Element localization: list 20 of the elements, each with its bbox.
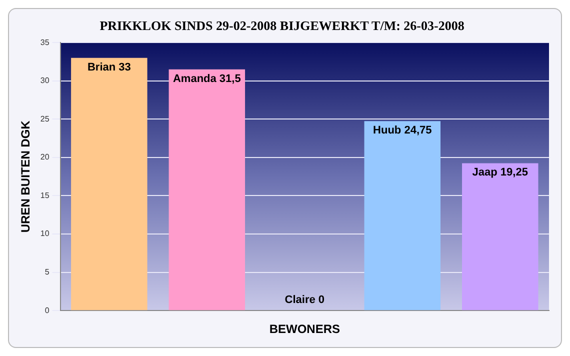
- chart-title: PRIKKLOK SINDS 29-02-2008 BIJGEWERKT T/M: 26-03-2008: [100, 18, 465, 34]
- y-tick-label: 30: [40, 76, 50, 86]
- bar: [71, 58, 148, 310]
- y-axis-title: UREN BUITEN DGK: [18, 120, 33, 233]
- y-tick-label: 25: [40, 114, 50, 124]
- x-axis-title: BEWONERS: [269, 322, 340, 336]
- data-label: Brian 33: [87, 61, 131, 74]
- y-tick-label: 5: [44, 268, 50, 277]
- bar: [168, 69, 246, 310]
- data-label: Jaap 19,25: [472, 166, 528, 179]
- data-label: Huub 24,75: [373, 124, 432, 137]
- y-tick-label: 10: [40, 229, 50, 238]
- data-label: Claire 0: [284, 294, 325, 306]
- y-tick-label: 0: [44, 306, 50, 315]
- y-tick-label: 15: [40, 190, 50, 200]
- data-label: Amanda 31,5: [172, 72, 241, 85]
- bar: [364, 121, 441, 310]
- y-tick-label: 35: [40, 38, 50, 47]
- y-tick-label: 20: [40, 152, 50, 162]
- bar: [462, 163, 538, 310]
